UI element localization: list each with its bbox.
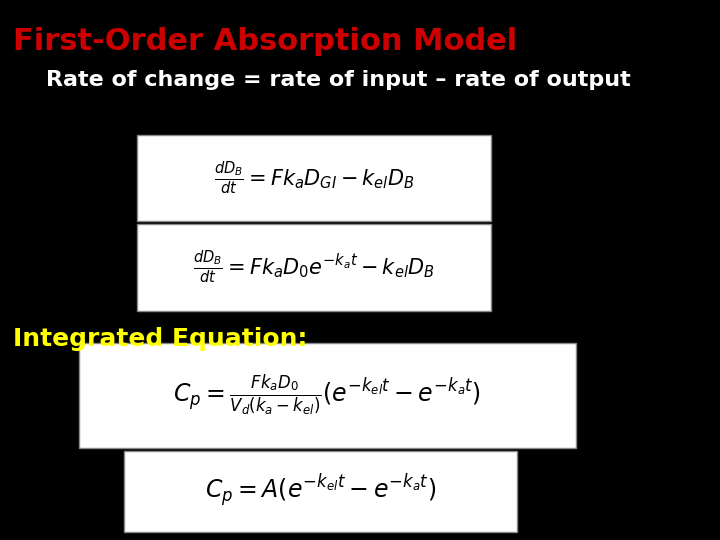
FancyBboxPatch shape xyxy=(138,224,490,310)
Text: First-Order Absorption Model: First-Order Absorption Model xyxy=(13,27,518,56)
Text: Rate of change = rate of input – rate of output: Rate of change = rate of input – rate of… xyxy=(46,70,631,90)
Text: $C_p = A(e^{-k_{el}t} - e^{-k_a t})$: $C_p = A(e^{-k_{el}t} - e^{-k_a t})$ xyxy=(205,473,436,510)
FancyBboxPatch shape xyxy=(78,343,576,448)
Text: Integrated Equation:: Integrated Equation: xyxy=(13,327,307,350)
Text: $\frac{dD_B}{dt} = Fk_a D_0 e^{-k_a t} - k_{el} D_B$: $\frac{dD_B}{dt} = Fk_a D_0 e^{-k_a t} -… xyxy=(193,249,435,286)
Text: $\frac{dD_B}{dt} = Fk_a D_{GI} - k_{el} D_B$: $\frac{dD_B}{dt} = Fk_a D_{GI} - k_{el} … xyxy=(214,160,415,197)
FancyBboxPatch shape xyxy=(125,451,517,532)
Text: $C_p = \frac{Fk_a D_0}{V_d(k_a - k_{el})}(e^{-k_{el}t} - e^{-k_a t})$: $C_p = \frac{Fk_a D_0}{V_d(k_a - k_{el})… xyxy=(173,373,481,418)
FancyBboxPatch shape xyxy=(138,135,490,221)
